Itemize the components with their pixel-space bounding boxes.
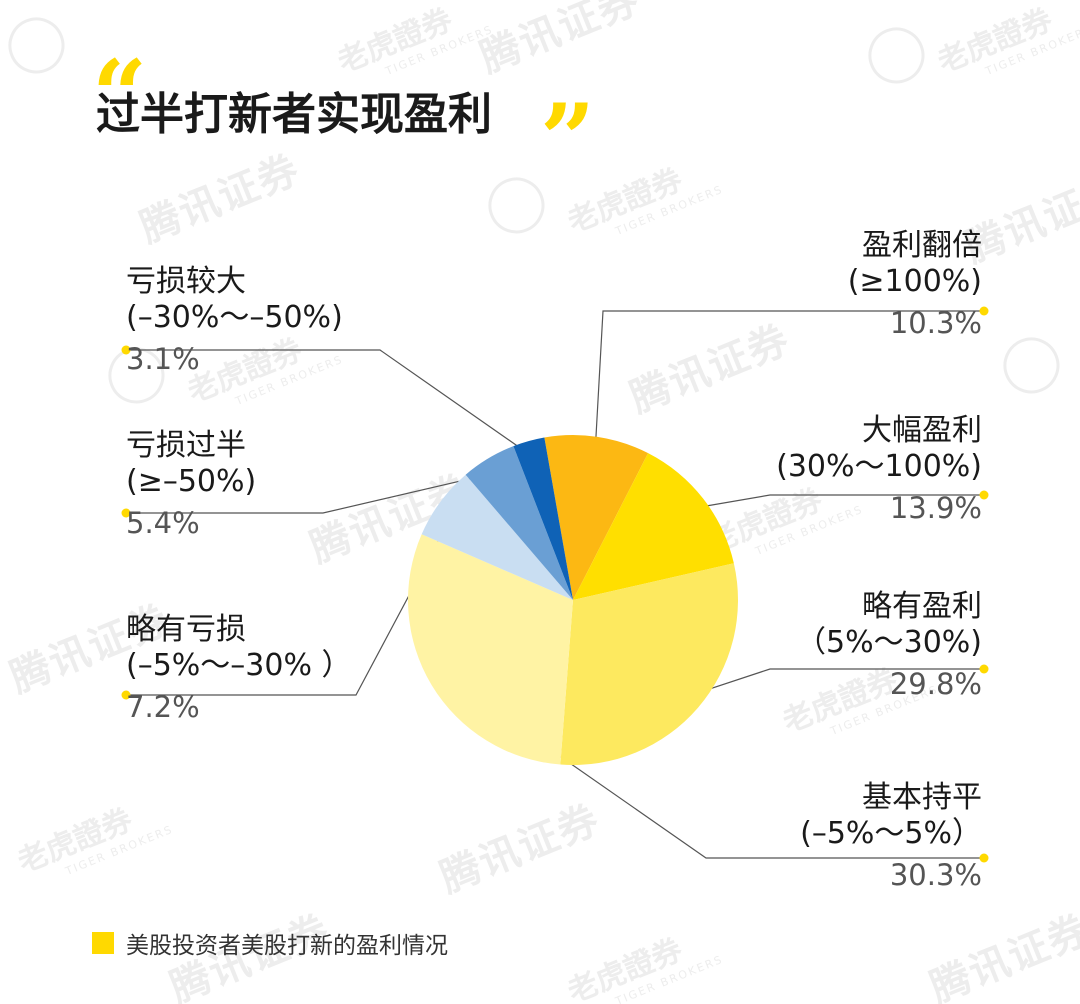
pie-slice-4 [421,474,573,600]
slice-label-4: 略有亏损 (–5%～–30% ） 7.2% [126,612,352,725]
pie-slice-0 [544,434,649,600]
label-dot-3 [979,853,989,863]
leader-line-2 [685,668,984,698]
slice-value-5: 5.4% [126,506,200,540]
label-dot-6 [121,345,131,355]
legend-label: 美股投资者美股打新的盈利情况 [126,933,448,959]
slice-value-2: 29.8% [889,667,982,701]
slice-label-1: 大幅盈利 (30%～100%) 13.9% [776,413,982,526]
pie-slice-3 [407,534,573,765]
pie-slice-2 [560,563,739,765]
open-quote-icon: “ [92,39,148,152]
slice-name-0: 盈利翻倍 [862,228,982,263]
leader-line-5 [126,471,497,514]
page-title: 过半打新者实现盈利 [96,89,492,140]
pie-slice-6 [513,437,573,600]
slice-name-6: 亏损较大 [126,264,246,299]
slice-range-6: (–30%～–50%) [126,300,343,335]
slice-range-5: (≥–50%) [126,464,257,499]
slice-range-4: (–5%～–30% ） [126,648,352,683]
label-dot-2 [979,664,989,674]
slice-range-1: (30%～100%) [776,449,982,484]
label-dot-5 [121,508,131,518]
slice-range-2: （5%～30%) [796,625,982,660]
slice-label-2: 略有盈利 （5%～30%) 29.8% [796,589,982,702]
slice-name-2: 略有盈利 [862,589,982,624]
slice-name-4: 略有亏损 [126,612,246,647]
leader-line-6 [126,349,534,458]
slice-label-6: 亏损较大 (–30%～–50%) 3.1% [126,264,343,377]
legend-swatch [92,932,114,954]
slice-name-5: 亏损过半 [126,428,246,463]
label-dot-4 [121,690,131,700]
pie-slice-1 [573,453,734,600]
slice-value-4: 7.2% [126,690,200,724]
label-dots [121,306,989,863]
pie-slice-5 [465,446,573,600]
slice-label-3: 基本持平 (–5%～5%） 30.3% [800,780,982,893]
slice-value-3: 30.3% [889,858,982,892]
leader-line-1 [690,494,984,510]
slice-value-1: 13.9% [889,491,982,525]
slice-name-3: 基本持平 [862,780,982,815]
close-quote-icon: ” [540,83,596,196]
slice-range-0: (≥100%) [847,264,982,299]
legend: 美股投资者美股打新的盈利情况 [92,926,448,960]
slice-label-5: 亏损过半 (≥–50%) 5.4% [126,428,256,541]
slice-value-6: 3.1% [126,342,200,376]
slice-name-1: 大幅盈利 [862,413,982,448]
slice-range-3: (–5%～5%） [800,816,982,851]
label-dot-1 [979,490,989,500]
slice-value-0: 10.3% [889,306,982,340]
label-dot-0 [979,306,989,316]
leader-line-0 [594,310,984,454]
slice-label-0: 盈利翻倍 (≥100%) 10.3% [848,228,982,341]
pie-slices [407,434,739,765]
